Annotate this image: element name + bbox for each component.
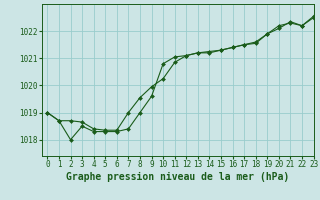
- X-axis label: Graphe pression niveau de la mer (hPa): Graphe pression niveau de la mer (hPa): [66, 172, 289, 182]
